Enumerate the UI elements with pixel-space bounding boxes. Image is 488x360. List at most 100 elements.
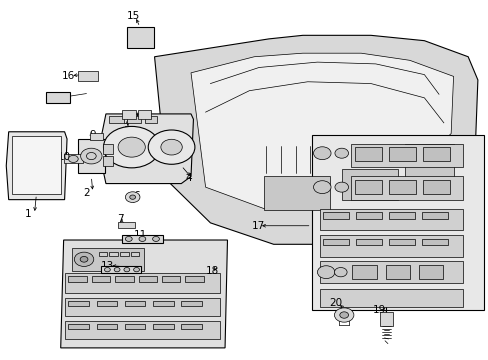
Bar [97,324,117,329]
Bar [92,276,110,282]
Polygon shape [61,240,227,348]
Bar [101,266,141,273]
Circle shape [161,139,182,155]
Bar [323,212,348,219]
Bar [137,111,151,119]
Text: 19: 19 [372,305,386,315]
Bar [423,180,449,194]
Circle shape [139,237,145,242]
Bar [124,301,145,306]
Bar [64,273,220,293]
Circle shape [334,308,353,322]
Bar [153,301,173,306]
Circle shape [133,267,139,272]
Text: 10: 10 [58,152,71,162]
Bar [64,298,220,316]
Text: 15: 15 [127,12,140,21]
Bar [68,276,87,282]
Bar [181,301,201,306]
Text: 6: 6 [133,191,140,201]
Bar [153,324,173,329]
Circle shape [148,130,195,164]
Polygon shape [154,35,477,244]
Circle shape [334,267,346,277]
Bar [264,176,329,210]
Bar [130,252,139,256]
Bar [102,144,113,154]
Circle shape [152,237,159,242]
Bar [162,276,180,282]
Circle shape [313,181,330,194]
Circle shape [339,312,348,318]
Text: 8: 8 [104,143,110,153]
Bar [68,301,89,306]
Polygon shape [12,136,61,194]
Bar [341,169,397,200]
Bar [126,116,141,123]
Bar [356,212,381,219]
Text: 1: 1 [25,209,31,219]
Bar [319,235,462,257]
Text: 13: 13 [101,261,114,271]
Bar [138,276,157,282]
Bar [422,239,447,246]
Text: 18: 18 [206,266,219,276]
Bar [319,289,462,307]
Polygon shape [99,114,193,184]
Text: 14: 14 [47,93,61,103]
Circle shape [80,256,88,262]
Bar [422,212,447,219]
Bar [351,176,462,200]
Bar [102,156,113,166]
Bar [115,276,133,282]
Bar [144,116,157,123]
Bar [355,180,381,194]
Bar [64,321,220,339]
Bar [78,139,105,173]
Text: 3: 3 [122,123,128,133]
Circle shape [74,252,94,266]
Circle shape [125,237,132,242]
Bar [97,301,117,306]
Bar [46,93,70,103]
Circle shape [81,148,102,164]
Bar [388,212,414,219]
Text: 4: 4 [185,173,191,183]
Circle shape [123,267,129,272]
Bar [120,252,128,256]
Bar [311,135,483,310]
Bar [385,265,409,279]
Bar [319,261,462,283]
Text: 16: 16 [62,71,75,81]
Bar [63,154,83,163]
Bar [418,265,442,279]
Text: 11: 11 [133,230,146,240]
Circle shape [334,148,348,158]
Bar [355,147,381,161]
Bar [72,248,143,271]
Bar [185,276,203,282]
Bar [351,144,462,167]
Text: 5: 5 [132,114,138,124]
Bar [90,133,102,140]
Bar [352,265,376,279]
Bar [118,222,135,228]
Circle shape [104,267,110,272]
Bar [181,324,201,329]
Bar [319,208,462,230]
Text: 12: 12 [110,145,123,155]
Bar [122,111,135,119]
Circle shape [129,195,135,199]
Bar [99,252,107,256]
Text: 17: 17 [251,221,264,231]
Circle shape [68,156,78,162]
Bar [356,239,381,246]
Circle shape [125,192,140,203]
Bar [124,324,145,329]
Circle shape [317,266,334,279]
Bar [388,239,414,246]
Circle shape [313,147,330,159]
Text: 2: 2 [83,188,90,198]
Circle shape [103,126,160,168]
Polygon shape [6,132,67,200]
